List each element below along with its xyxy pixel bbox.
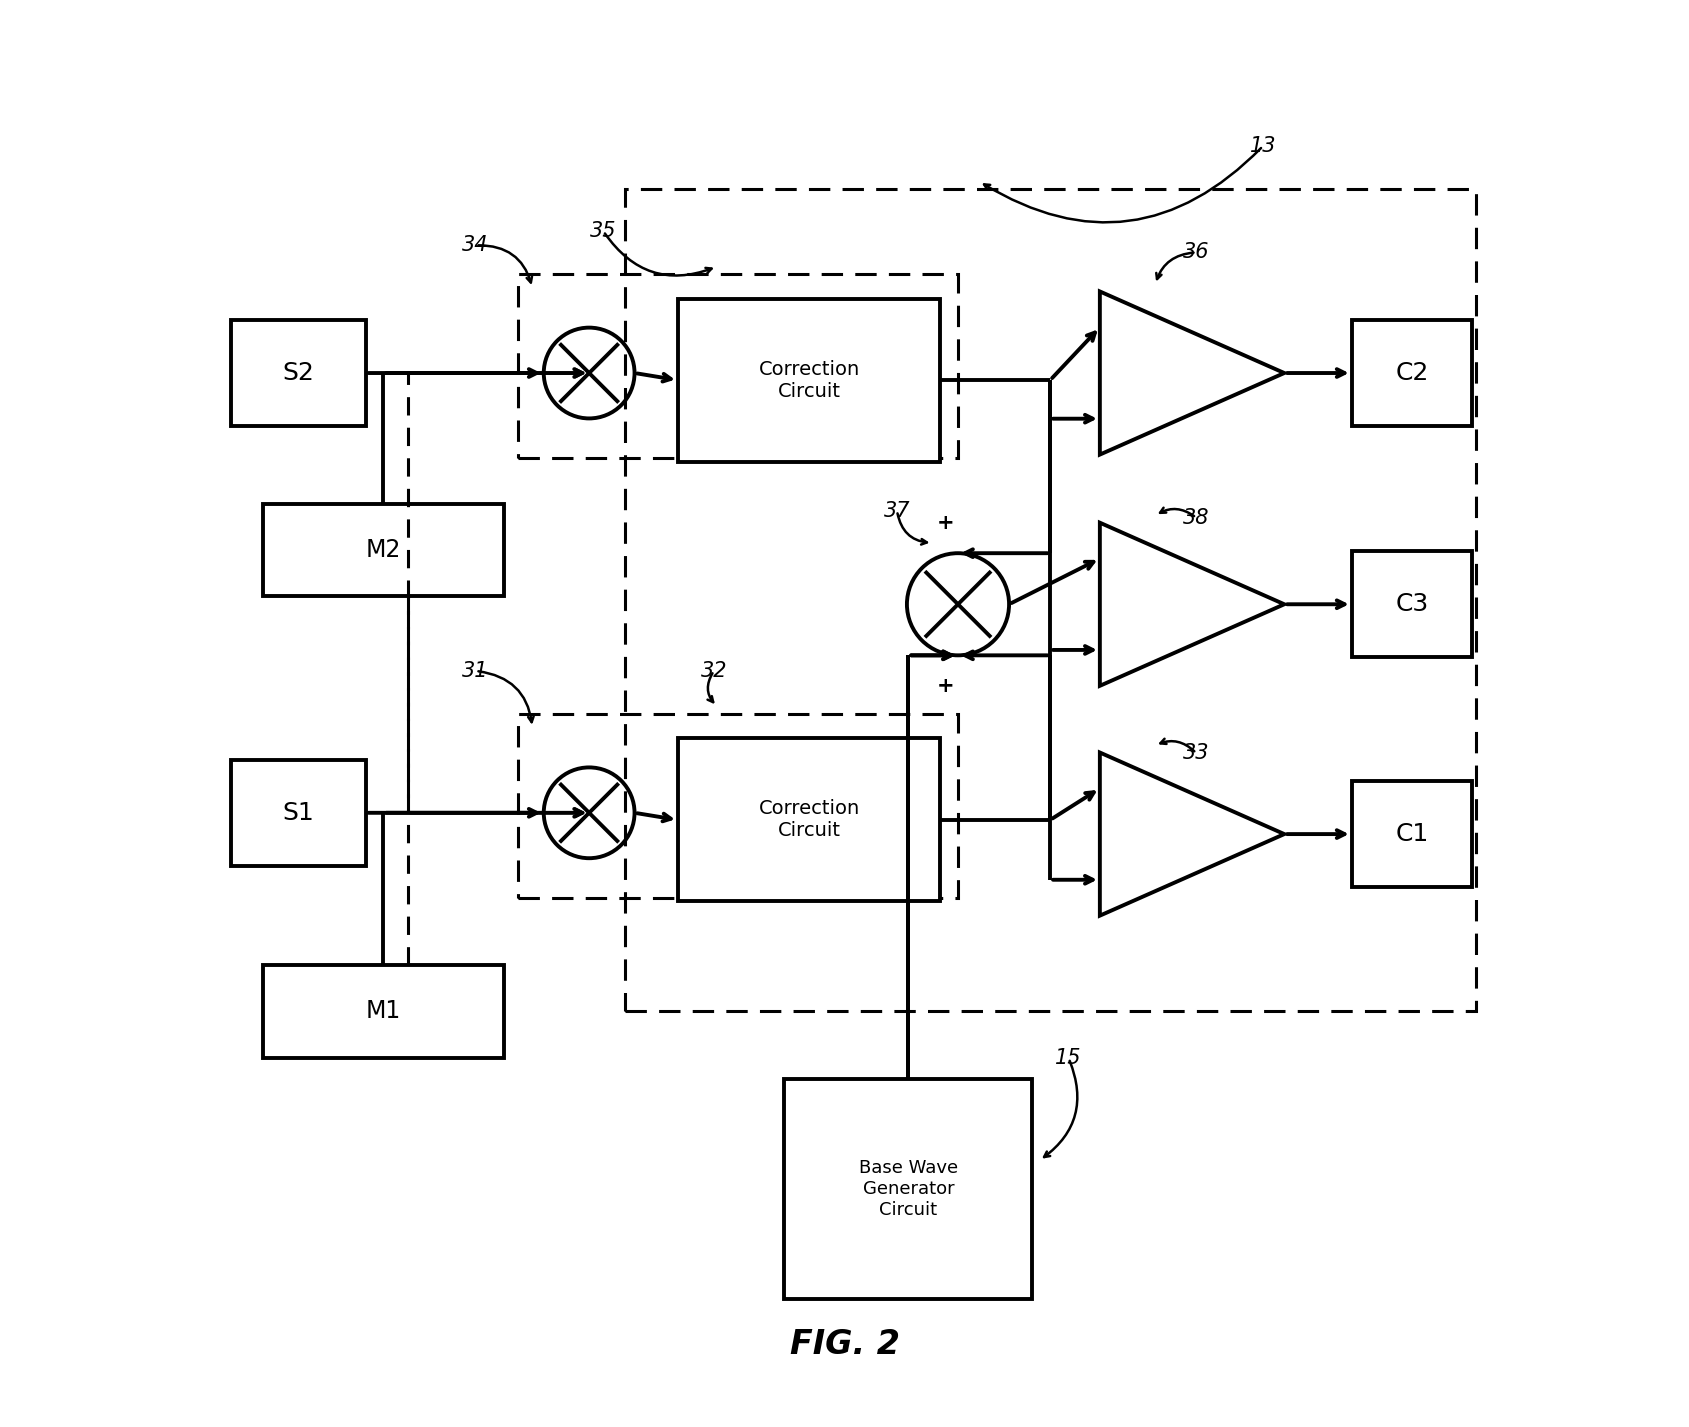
Bar xyxy=(263,504,503,596)
Text: 13: 13 xyxy=(1250,136,1277,156)
Text: 33: 33 xyxy=(1182,743,1209,763)
Bar xyxy=(1351,320,1473,427)
Text: FIG. 2: FIG. 2 xyxy=(789,1329,900,1361)
Bar xyxy=(784,1079,1032,1299)
Text: +: + xyxy=(936,512,954,532)
Text: C2: C2 xyxy=(1395,361,1429,385)
Text: M1: M1 xyxy=(367,999,400,1023)
Bar xyxy=(1351,781,1473,888)
Text: 38: 38 xyxy=(1182,508,1209,528)
Text: 34: 34 xyxy=(463,235,488,255)
Bar xyxy=(263,965,503,1057)
Bar xyxy=(1351,551,1473,658)
Text: +: + xyxy=(936,676,954,696)
Bar xyxy=(677,738,941,902)
Bar xyxy=(519,274,958,458)
Text: Correction
Circuit: Correction Circuit xyxy=(758,360,860,401)
Text: 35: 35 xyxy=(589,221,616,241)
Bar xyxy=(231,320,367,427)
Text: 37: 37 xyxy=(883,501,910,521)
Text: Base Wave
Generator
Circuit: Base Wave Generator Circuit xyxy=(858,1159,958,1219)
Bar xyxy=(625,188,1476,1012)
Text: 32: 32 xyxy=(701,661,728,681)
Text: C1: C1 xyxy=(1395,822,1429,846)
Bar xyxy=(677,298,941,462)
Text: C3: C3 xyxy=(1395,592,1429,616)
Text: Correction
Circuit: Correction Circuit xyxy=(758,799,860,841)
Bar xyxy=(519,714,958,898)
Text: S1: S1 xyxy=(282,801,314,825)
Text: 15: 15 xyxy=(1056,1049,1083,1069)
Bar xyxy=(231,759,367,866)
Text: 31: 31 xyxy=(463,661,488,681)
Text: M2: M2 xyxy=(367,538,400,562)
Text: S2: S2 xyxy=(282,361,314,385)
Text: 36: 36 xyxy=(1182,243,1209,263)
